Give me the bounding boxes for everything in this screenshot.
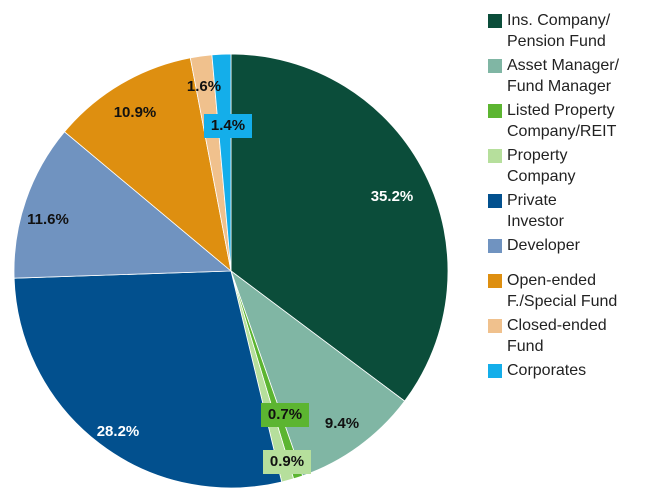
legend-swatch: [488, 274, 502, 288]
label-box: [263, 450, 311, 474]
legend-label: Private Investor: [507, 192, 564, 230]
legend-swatch: [488, 104, 502, 118]
legend-item: Asset Manager/ Fund Manager: [488, 55, 643, 97]
legend-swatch: [488, 239, 502, 253]
legend-label: Listed Property Company/REIT: [507, 102, 617, 140]
data-label: 0.9%: [270, 453, 304, 470]
data-label: 1.6%: [187, 78, 221, 95]
data-label: 10.9%: [114, 104, 157, 121]
legend-label: Open-ended F./Special Fund: [507, 272, 618, 310]
data-label: 1.4%: [211, 117, 245, 134]
legend-item: Corporates: [488, 360, 643, 381]
legend-label: Corporates: [507, 362, 587, 379]
data-label: 35.2%: [371, 188, 414, 205]
legend-swatch: [488, 364, 502, 378]
label-box: [261, 403, 309, 427]
legend-item: Open-ended F./Special Fund: [488, 270, 643, 312]
legend-item: Developer: [488, 235, 643, 256]
legend-item: Property Company: [488, 145, 643, 187]
legend-label: Asset Manager/ Fund Manager: [507, 57, 620, 95]
pie-slice: [211, 53, 232, 272]
chart: 35.2% 9.4% 0.7% 0.9% 28.2% 11.6% 10.9% 1.6% 1.4%: [13, 53, 449, 488]
data-label: 9.4%: [325, 415, 359, 432]
legend-item: Closed-ended Fund: [488, 315, 643, 357]
legend: Ins. Company/ Pension Fund Asset Manager/…: [488, 10, 643, 384]
pie-slice: [13, 131, 233, 279]
legend-swatch: [488, 319, 502, 333]
legend-label: Ins. Company/ Pension Fund: [507, 12, 611, 50]
legend-swatch: [488, 59, 502, 73]
legend-label: Property Company: [507, 147, 576, 185]
legend-label: Closed-ended Fund: [507, 317, 607, 355]
data-label: 28.2%: [97, 423, 140, 440]
legend-item: Listed Property Company/REIT: [488, 100, 643, 142]
pie-slice: [230, 53, 449, 402]
legend-item: Ins. Company/ Pension Fund: [488, 10, 643, 52]
legend-swatch: [488, 14, 502, 28]
legend-item: Private Investor: [488, 190, 643, 232]
data-label: 11.6%: [27, 211, 69, 228]
legend-swatch: [488, 194, 502, 208]
pie-slice: [63, 57, 232, 273]
label-box: [204, 114, 252, 138]
data-label: 0.7%: [268, 406, 302, 423]
legend-swatch: [488, 149, 502, 163]
legend-label: Developer: [507, 237, 580, 254]
